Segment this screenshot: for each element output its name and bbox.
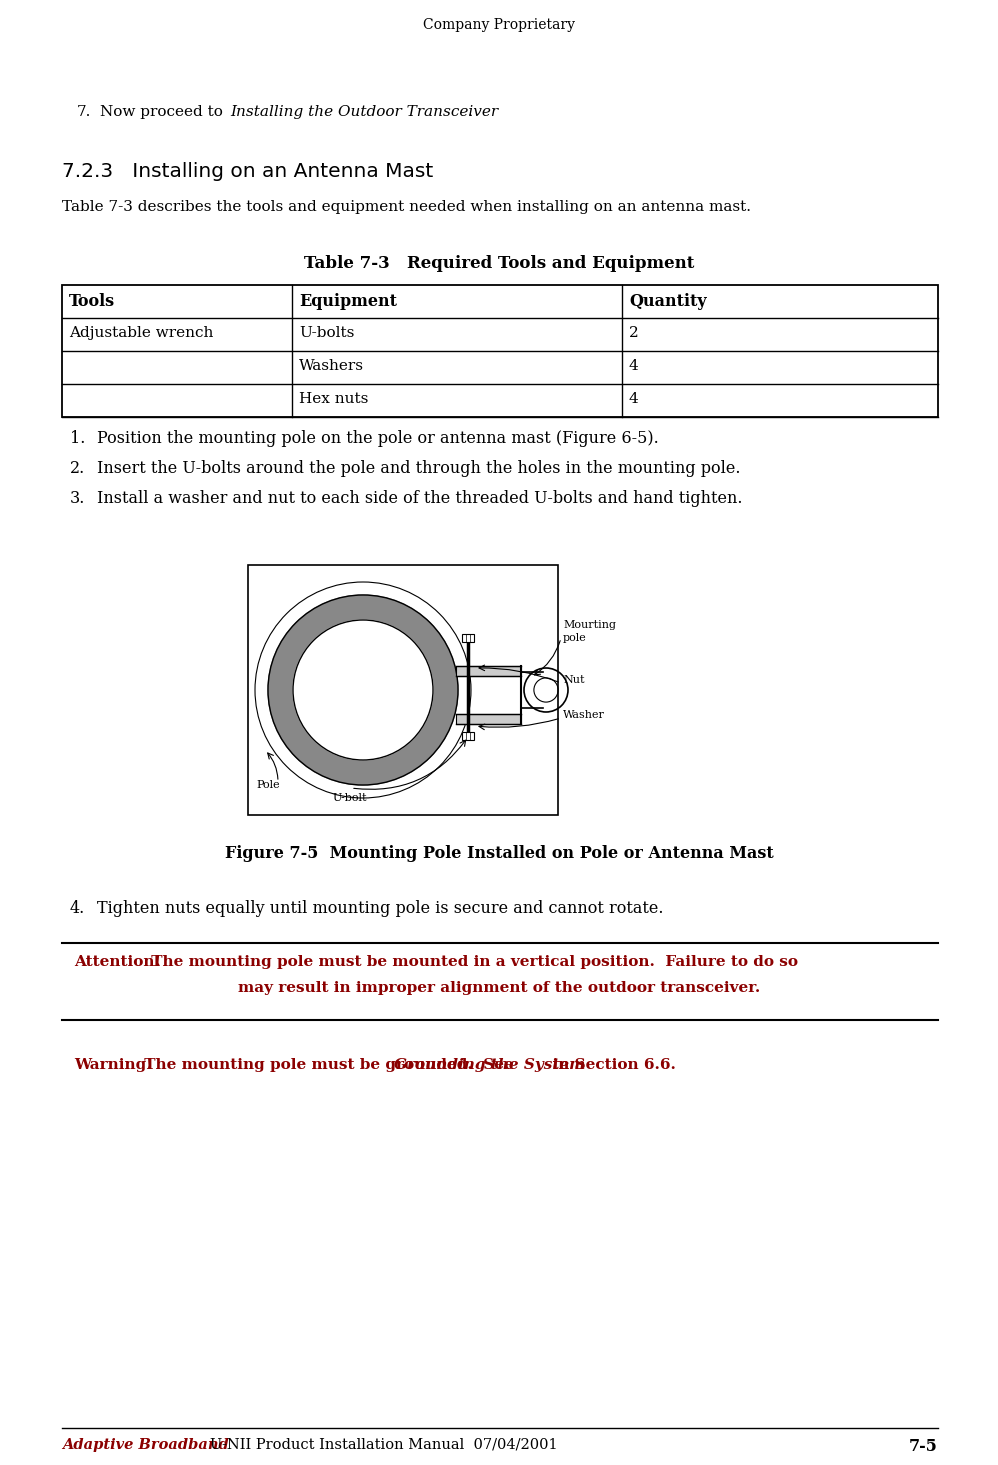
Bar: [456, 713, 521, 724]
Text: 2: 2: [629, 327, 639, 340]
Circle shape: [268, 595, 458, 785]
Text: Position the mounting pole on the pole or antenna mast (Figure 6-5).: Position the mounting pole on the pole o…: [97, 431, 659, 447]
Text: Grounding the System: Grounding the System: [394, 1058, 585, 1072]
Bar: [456, 667, 521, 675]
Text: 7.: 7.: [77, 105, 92, 119]
Text: Installing the Outdoor Transceiver: Installing the Outdoor Transceiver: [230, 105, 498, 119]
Text: Table 7-3 describes the tools and equipment needed when installing on an antenna: Table 7-3 describes the tools and equipm…: [62, 201, 751, 214]
Text: 7.2.3   Installing on an Antenna Mast: 7.2.3 Installing on an Antenna Mast: [62, 163, 433, 182]
Text: Table 7-3   Required Tools and Equipment: Table 7-3 Required Tools and Equipment: [303, 255, 695, 272]
Text: Mourting: Mourting: [563, 620, 616, 630]
Bar: [462, 732, 474, 740]
Text: The mounting pole must be grounded.  See: The mounting pole must be grounded. See: [139, 1058, 519, 1072]
Text: Tools: Tools: [69, 293, 115, 311]
Text: Quantity: Quantity: [629, 293, 707, 311]
Text: 3.: 3.: [70, 489, 86, 507]
Text: Figure 7-5  Mounting Pole Installed on Pole or Antenna Mast: Figure 7-5 Mounting Pole Installed on Po…: [225, 845, 773, 861]
Bar: [248, 565, 558, 815]
Text: 4: 4: [629, 359, 639, 374]
Text: pole: pole: [563, 633, 587, 643]
Text: Washer: Washer: [563, 711, 605, 719]
Text: Hex nuts: Hex nuts: [299, 393, 368, 406]
Text: in Section 6.6.: in Section 6.6.: [542, 1058, 676, 1072]
Text: Attention!: Attention!: [74, 955, 161, 968]
Text: Tighten nuts equally until mounting pole is secure and cannot rotate.: Tighten nuts equally until mounting pole…: [97, 900, 664, 917]
Bar: [62, 286, 938, 418]
Text: Company Proprietary: Company Proprietary: [423, 18, 575, 32]
Text: Install a washer and nut to each side of the threaded U-bolts and hand tighten.: Install a washer and nut to each side of…: [97, 489, 743, 507]
Text: Equipment: Equipment: [299, 293, 397, 311]
Text: U-bolt: U-bolt: [333, 793, 367, 803]
Text: U-NII Product Installation Manual  07/04/2001: U-NII Product Installation Manual 07/04/…: [210, 1439, 558, 1452]
Text: The mounting pole must be mounted in a vertical position.  Failure to do so: The mounting pole must be mounted in a v…: [146, 955, 798, 968]
Bar: [462, 634, 474, 642]
Text: Pole: Pole: [256, 779, 279, 790]
Text: Now proceed to: Now proceed to: [100, 105, 228, 119]
Text: Warning!: Warning!: [74, 1058, 153, 1072]
Text: 7-5: 7-5: [909, 1439, 938, 1455]
Circle shape: [293, 620, 433, 760]
Text: U-bolts: U-bolts: [299, 327, 354, 340]
Text: Washers: Washers: [299, 359, 364, 374]
Text: Adaptive Broadband: Adaptive Broadband: [62, 1439, 229, 1452]
Text: .: .: [468, 105, 473, 119]
Text: may result in improper alignment of the outdoor transceiver.: may result in improper alignment of the …: [238, 982, 760, 995]
Text: 2.: 2.: [70, 460, 85, 478]
Text: Adjustable wrench: Adjustable wrench: [69, 327, 214, 340]
Text: Insert the U-bolts around the pole and through the holes in the mounting pole.: Insert the U-bolts around the pole and t…: [97, 460, 741, 478]
Text: 1.: 1.: [70, 431, 86, 447]
Text: 4.: 4.: [70, 900, 85, 917]
Text: 4: 4: [629, 393, 639, 406]
Text: Nut: Nut: [563, 675, 585, 686]
